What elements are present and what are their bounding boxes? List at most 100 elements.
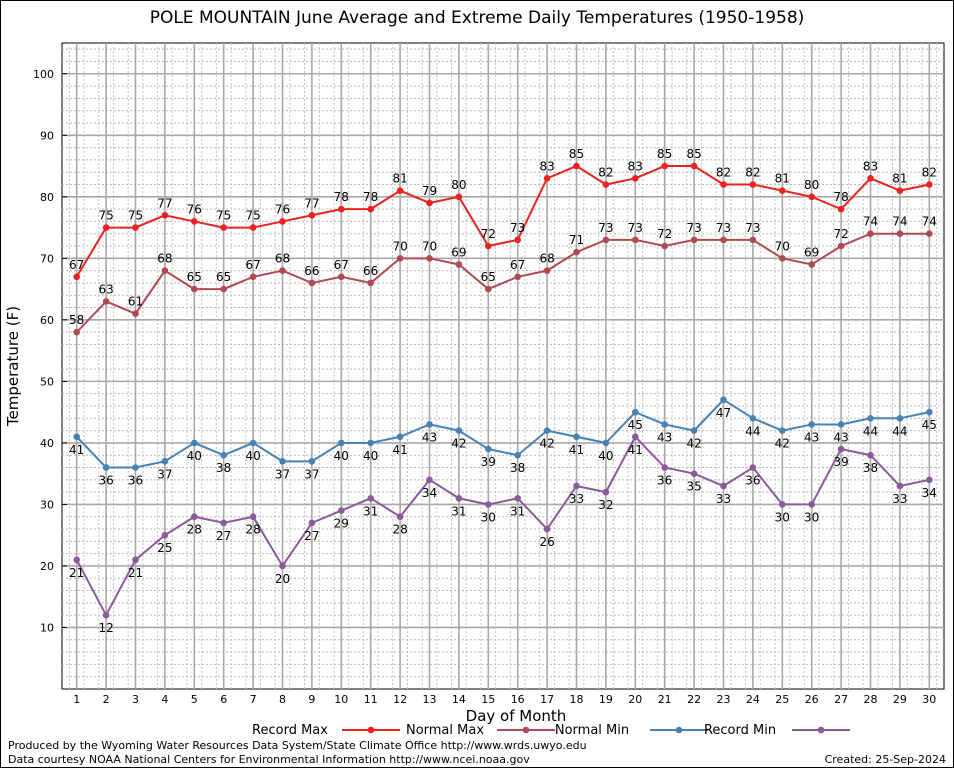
data-label-normal-min: 37	[304, 467, 319, 481]
point-normal-max	[514, 273, 521, 281]
data-label-record-min: 33	[716, 492, 731, 506]
point-record-min	[161, 531, 169, 539]
data-label-record-max: 75	[245, 209, 260, 223]
data-label-record-max: 82	[745, 166, 760, 180]
point-record-min	[690, 470, 698, 477]
point-normal-max	[867, 230, 874, 238]
chart-title: POLE MOUNTAIN June Average and Extreme D…	[149, 8, 805, 28]
legend-label-record-min: Record Min	[704, 723, 776, 738]
data-label-normal-min: 40	[334, 449, 349, 463]
x-tick-label: 20	[628, 693, 642, 706]
data-label-record-max: 78	[363, 190, 378, 204]
data-label-normal-min: 42	[451, 437, 466, 451]
data-label-record-min: 28	[245, 523, 260, 537]
data-label-normal-min: 42	[539, 437, 554, 451]
point-normal-max	[161, 267, 169, 274]
point-record-max	[191, 218, 198, 225]
data-label-record-max: 80	[451, 178, 466, 192]
data-label-normal-min: 43	[657, 430, 672, 444]
data-label-normal-min: 40	[363, 449, 378, 463]
legend-label-normal-max: Normal Max	[406, 723, 484, 738]
data-label-normal-min: 38	[510, 461, 525, 475]
point-normal-max	[426, 255, 433, 262]
data-label-normal-min: 37	[157, 467, 172, 481]
data-label-normal-max: 71	[569, 233, 584, 247]
point-normal-min	[867, 414, 874, 422]
data-label-normal-min: 40	[245, 449, 260, 463]
point-record-max	[338, 205, 345, 213]
data-label-record-max: 76	[187, 202, 202, 216]
point-record-max	[661, 162, 668, 170]
data-label-normal-min: 41	[569, 443, 584, 457]
point-normal-max	[926, 230, 933, 238]
data-label-normal-min: 38	[216, 461, 231, 475]
x-tick-label: 15	[481, 693, 495, 706]
point-normal-max	[308, 279, 316, 287]
data-label-record-max: 72	[481, 227, 496, 241]
data-label-normal-min: 42	[686, 437, 701, 451]
x-tick-label: 6	[220, 693, 227, 706]
data-label-record-min: 31	[363, 504, 378, 518]
point-record-min	[749, 464, 757, 471]
data-label-record-max: 75	[128, 209, 143, 223]
series-line-normal-max	[75, 232, 930, 333]
point-record-min	[632, 433, 639, 441]
point-record-max	[602, 181, 610, 188]
point-record-min	[220, 519, 227, 527]
data-label-record-max: 77	[304, 196, 319, 210]
point-record-min	[896, 482, 904, 490]
data-label-normal-max: 74	[922, 215, 937, 229]
data-label-record-max: 85	[657, 147, 672, 161]
point-record-max	[749, 181, 757, 188]
x-tick-label: 24	[746, 693, 760, 706]
x-tick-label: 12	[393, 693, 407, 706]
y-tick-label: 30	[40, 498, 54, 511]
data-label-record-min: 27	[216, 529, 231, 543]
y-tick-label: 70	[40, 252, 54, 265]
x-tick-label: 2	[103, 693, 110, 706]
created-date: Created: 25-Sep-2024	[824, 753, 946, 766]
x-tick-label: 19	[599, 693, 613, 706]
point-normal-max	[396, 255, 404, 262]
legend-marker-normal-max	[522, 726, 530, 734]
point-record-max	[896, 187, 904, 194]
point-record-max	[837, 205, 845, 213]
point-normal-min	[926, 408, 933, 416]
data-label-record-min: 30	[775, 510, 790, 524]
point-record-min	[455, 494, 463, 502]
point-normal-min	[308, 458, 316, 465]
plot-area	[61, 42, 945, 690]
point-record-min	[602, 488, 610, 496]
data-label-record-max: 81	[892, 172, 907, 186]
y-tick-label: 90	[40, 129, 54, 142]
data-label-normal-max: 70	[775, 239, 790, 253]
data-label-normal-max: 67	[510, 258, 525, 272]
data-label-normal-min: 36	[98, 474, 113, 488]
point-record-min	[867, 451, 874, 459]
point-record-max	[543, 175, 551, 182]
point-normal-max	[485, 285, 492, 293]
data-label-normal-max: 72	[657, 227, 672, 241]
data-label-normal-min: 47	[716, 406, 731, 420]
point-normal-min	[896, 414, 904, 422]
point-normal-max	[720, 236, 727, 244]
data-label-record-min: 32	[598, 498, 613, 512]
point-normal-min	[338, 439, 345, 447]
point-record-max	[367, 205, 375, 213]
point-record-max	[308, 211, 316, 219]
data-label-record-max: 82	[716, 166, 731, 180]
point-normal-max	[102, 298, 110, 305]
data-label-record-min: 33	[892, 492, 907, 506]
point-record-max	[73, 273, 80, 281]
data-label-normal-min: 39	[481, 455, 496, 469]
point-record-max	[690, 162, 698, 170]
point-normal-min	[808, 421, 815, 428]
credit-produced-by: Produced by the Wyoming Water Resources …	[8, 739, 587, 752]
x-tick-label: 25	[775, 693, 789, 706]
point-normal-min	[220, 451, 227, 459]
data-label-record-max: 85	[569, 147, 584, 161]
point-record-max	[396, 187, 404, 194]
data-label-normal-max: 67	[334, 258, 349, 272]
point-record-max	[279, 218, 286, 225]
